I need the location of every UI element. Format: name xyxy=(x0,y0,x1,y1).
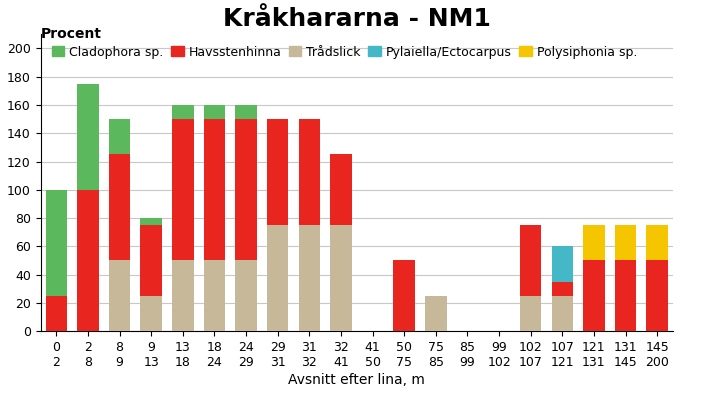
Bar xyxy=(330,154,352,225)
Bar xyxy=(646,260,668,331)
Bar xyxy=(141,296,162,331)
Bar xyxy=(141,218,162,225)
Bar xyxy=(141,225,162,296)
Bar xyxy=(646,225,668,260)
Bar xyxy=(172,119,193,260)
Bar xyxy=(77,190,99,331)
Bar xyxy=(583,260,605,331)
X-axis label: Avsnitt efter lina, m: Avsnitt efter lina, m xyxy=(288,373,425,387)
Bar xyxy=(520,296,542,331)
Bar xyxy=(235,119,257,260)
Bar xyxy=(77,84,99,190)
Bar xyxy=(172,260,193,331)
Bar xyxy=(109,119,131,154)
Bar xyxy=(45,296,67,331)
Bar xyxy=(267,119,289,225)
Bar xyxy=(235,260,257,331)
Bar xyxy=(235,105,257,119)
Bar xyxy=(393,260,415,331)
Bar xyxy=(615,225,636,260)
Bar xyxy=(204,105,225,119)
Bar xyxy=(552,246,573,282)
Bar xyxy=(330,225,352,331)
Bar xyxy=(425,296,447,331)
Bar xyxy=(204,260,225,331)
Bar xyxy=(109,260,131,331)
Bar xyxy=(172,105,193,119)
Bar xyxy=(299,119,320,225)
Title: Kråkhararna - NM1: Kråkhararna - NM1 xyxy=(223,7,491,31)
Legend: Cladophora sp., Havsstenhinna, Trådslick, Pylaiella/Ectocarpus, Polysiphonia sp.: Cladophora sp., Havsstenhinna, Trådslick… xyxy=(47,41,642,63)
Bar xyxy=(267,225,289,331)
Bar xyxy=(204,119,225,260)
Bar xyxy=(583,225,605,260)
Bar xyxy=(45,190,67,296)
Text: Procent: Procent xyxy=(40,27,102,41)
Bar xyxy=(552,296,573,331)
Bar xyxy=(109,154,131,260)
Bar xyxy=(552,282,573,296)
Bar xyxy=(520,225,542,296)
Bar xyxy=(615,260,636,331)
Bar xyxy=(299,225,320,331)
